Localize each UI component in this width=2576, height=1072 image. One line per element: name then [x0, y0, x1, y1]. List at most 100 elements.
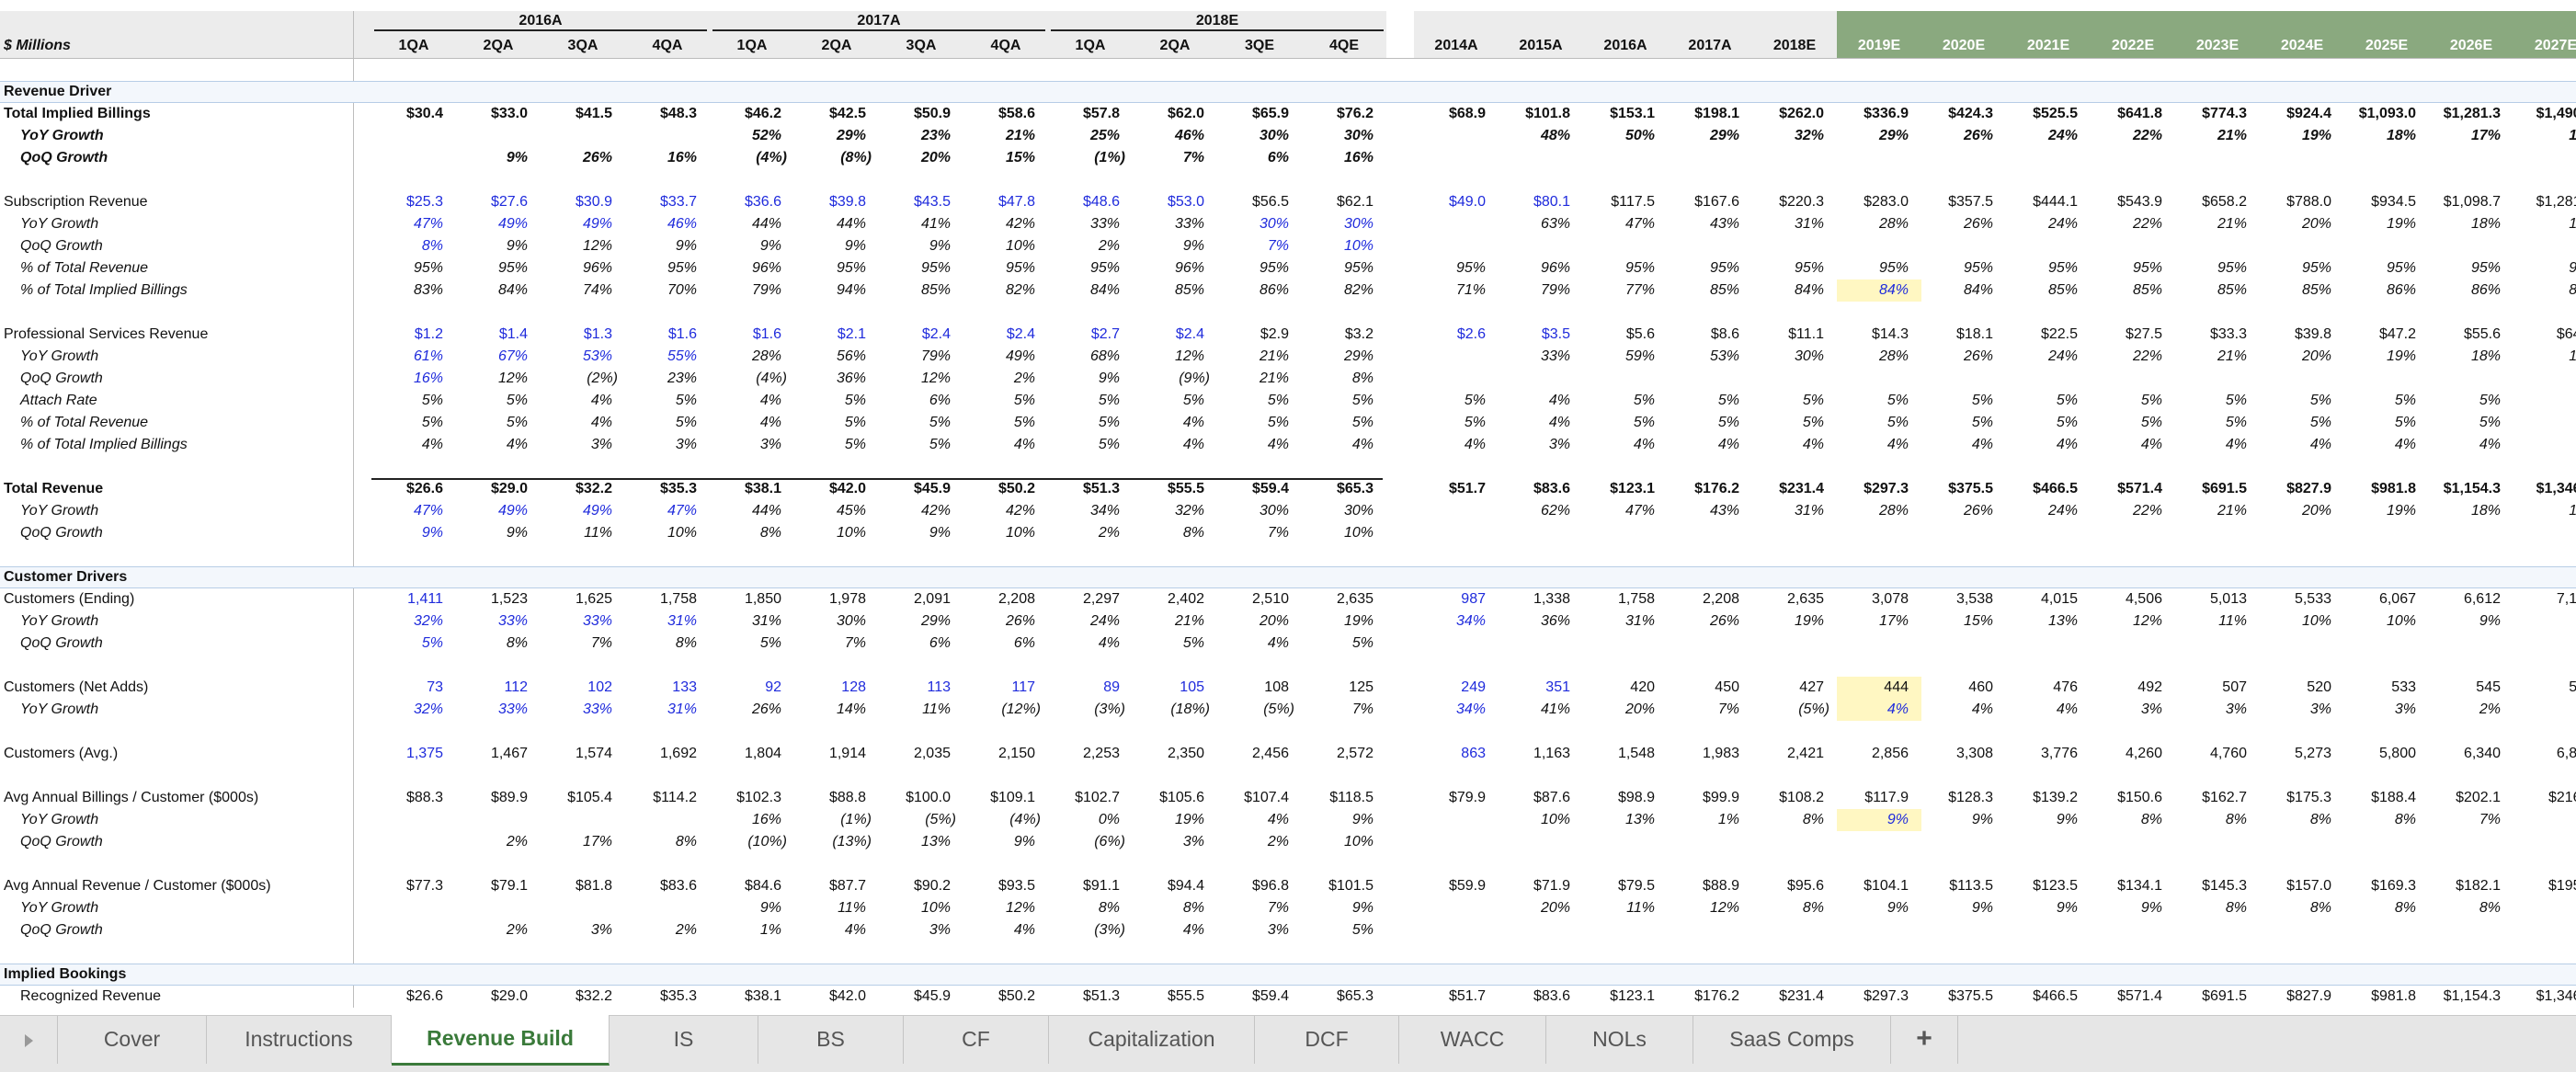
annual-cell: $150.6: [2117, 790, 2162, 805]
quarter-cell: 84%: [1089, 282, 1120, 298]
quarter-cell: 5%: [1013, 415, 1035, 430]
quarter-cell: 8%: [1182, 900, 1204, 916]
annual-cell: 4%: [2225, 437, 2247, 452]
quarter-cell: 2%: [1267, 834, 1289, 850]
quarter-cell: 2,297: [1082, 591, 1120, 607]
annual-cell: 4%: [2309, 437, 2331, 452]
row-label: % of Total Revenue: [20, 415, 149, 430]
quarter-cell: 3%: [590, 437, 612, 452]
annual-cell: 9%: [2056, 900, 2078, 916]
annual-cell: 4%: [1971, 701, 1993, 717]
quarter-cell: 95%: [413, 260, 443, 276]
quarter-cell: 49%: [582, 503, 612, 519]
annual-cell: $827.9: [2286, 988, 2331, 1004]
annual-cell: 86: [2513, 279, 2576, 302]
annual-cell: 36%: [1540, 613, 1570, 629]
quarter-cell: 2%: [675, 922, 697, 938]
quarter-cell: $38.1: [744, 481, 781, 496]
row-label: QoQ Growth: [20, 150, 108, 165]
annual-cell: 20%: [1624, 701, 1655, 717]
quarter-cell: 5%: [1351, 415, 1373, 430]
annual-cell: $262.0: [1779, 106, 1824, 121]
annual-cell: 7%: [1717, 701, 1739, 717]
quarter-cell: $1.6: [667, 326, 697, 342]
annual-cell: $27.5: [2125, 326, 2162, 342]
quarter-cell: 4%: [1013, 922, 1035, 938]
sheet-tab[interactable]: IS: [610, 1016, 758, 1064]
quarter-cell: 105: [1180, 679, 1204, 695]
quarter-cell: 12%: [497, 371, 528, 386]
quarter-cell: 117: [1011, 679, 1035, 695]
quarter-cell: 25%: [1089, 128, 1120, 143]
annual-cell: 5%: [2309, 415, 2331, 430]
annual-cell: 4%: [1971, 437, 1993, 452]
quarter-cell: $2.1: [837, 326, 866, 342]
annual-cell: $79.5: [1617, 878, 1655, 894]
quarter-cell: $59.4: [1251, 481, 1289, 496]
quarter-cell: 6%: [929, 635, 951, 651]
annual-cell: 5%: [1971, 393, 1993, 408]
annual-cell: $83.6: [1533, 481, 1570, 496]
annual-cell: $202.1: [2456, 790, 2501, 805]
sheet-tab[interactable]: NOLs: [1546, 1016, 1693, 1064]
quarter-cell: 2%: [506, 834, 528, 850]
annual-cell: 11%: [2218, 613, 2247, 629]
annual-cell: $466.5: [2033, 988, 2078, 1004]
annual-cell: 9%: [1971, 900, 1993, 916]
annual-cell: $1,346.: [2536, 481, 2576, 496]
quarter-cell: $59.4: [1251, 988, 1289, 1004]
annual-cell: 26%: [1963, 348, 1993, 364]
sheet-tab[interactable]: DCF: [1255, 1016, 1399, 1064]
annual-cell: $104.1: [1864, 878, 1909, 894]
sheet-tab[interactable]: BS: [758, 1016, 904, 1064]
sheet-tab[interactable]: WACC: [1399, 1016, 1546, 1064]
quarter-cell: 5%: [1098, 393, 1120, 408]
annual-cell: 4,760: [2209, 746, 2247, 761]
quarter-cell: 9%: [1013, 834, 1035, 850]
sheet-tab[interactable]: Revenue Build: [392, 1015, 610, 1066]
quarter-cell: 70%: [667, 282, 697, 298]
annual-cell: 18%: [2470, 216, 2501, 232]
row-label: Total Revenue: [4, 481, 104, 496]
annual-cell: 2: [2513, 699, 2576, 721]
quarter-cell: 133: [672, 679, 697, 695]
sheet-tab[interactable]: CF: [904, 1016, 1049, 1064]
add-sheet-button[interactable]: +: [1891, 1016, 1958, 1064]
quarter-cell: $35.3: [659, 988, 697, 1004]
quarter-cell: 2,635: [1336, 591, 1373, 607]
tab-scroll-arrow[interactable]: [0, 1016, 58, 1064]
quarter-cell: 2,402: [1167, 591, 1204, 607]
annual-cell: $51.7: [1448, 988, 1486, 1004]
sheet-tab[interactable]: Instructions: [207, 1016, 392, 1064]
quarter-cell: 9%: [506, 525, 528, 541]
quarter-cell: 96%: [1174, 260, 1204, 276]
column-header: 4QA: [652, 38, 683, 53]
quarter-cell: 2%: [1013, 371, 1035, 386]
column-header: 3QA: [567, 38, 598, 53]
annual-cell: 4%: [1886, 437, 1909, 452]
annual-cell: $83.6: [1533, 988, 1570, 1004]
annual-cell: 22%: [2132, 348, 2162, 364]
quarter-cell: 30%: [1343, 216, 1373, 232]
column-header: 4QA: [990, 38, 1021, 53]
quarter-cell: 7%: [844, 635, 866, 651]
sheet-tab[interactable]: Cover: [58, 1016, 207, 1064]
sheet-tab[interactable]: SaaS Comps: [1693, 1016, 1891, 1064]
annual-cell: 85%: [2301, 282, 2331, 298]
quarter-cell: 5%: [1098, 415, 1120, 430]
quarter-cell: 2,035: [913, 746, 951, 761]
quarter-cell: 6%: [929, 393, 951, 408]
quarter-cell: $42.5: [828, 106, 866, 121]
quarter-cell: 95%: [1089, 260, 1120, 276]
column-header: 1QA: [398, 38, 429, 53]
quarter-cell: $32.2: [575, 988, 612, 1004]
quarter-cell: $1.2: [414, 326, 443, 342]
column-header: 2022E: [2111, 38, 2155, 53]
quarter-cell: 9%: [421, 525, 443, 541]
annual-cell: 533: [2391, 679, 2416, 695]
row-label: Subscription Revenue: [4, 194, 148, 210]
quarter-cell: 2%: [1098, 238, 1120, 254]
sheet-tab[interactable]: Capitalization: [1049, 1016, 1255, 1064]
annual-cell: $525.5: [2033, 106, 2078, 121]
